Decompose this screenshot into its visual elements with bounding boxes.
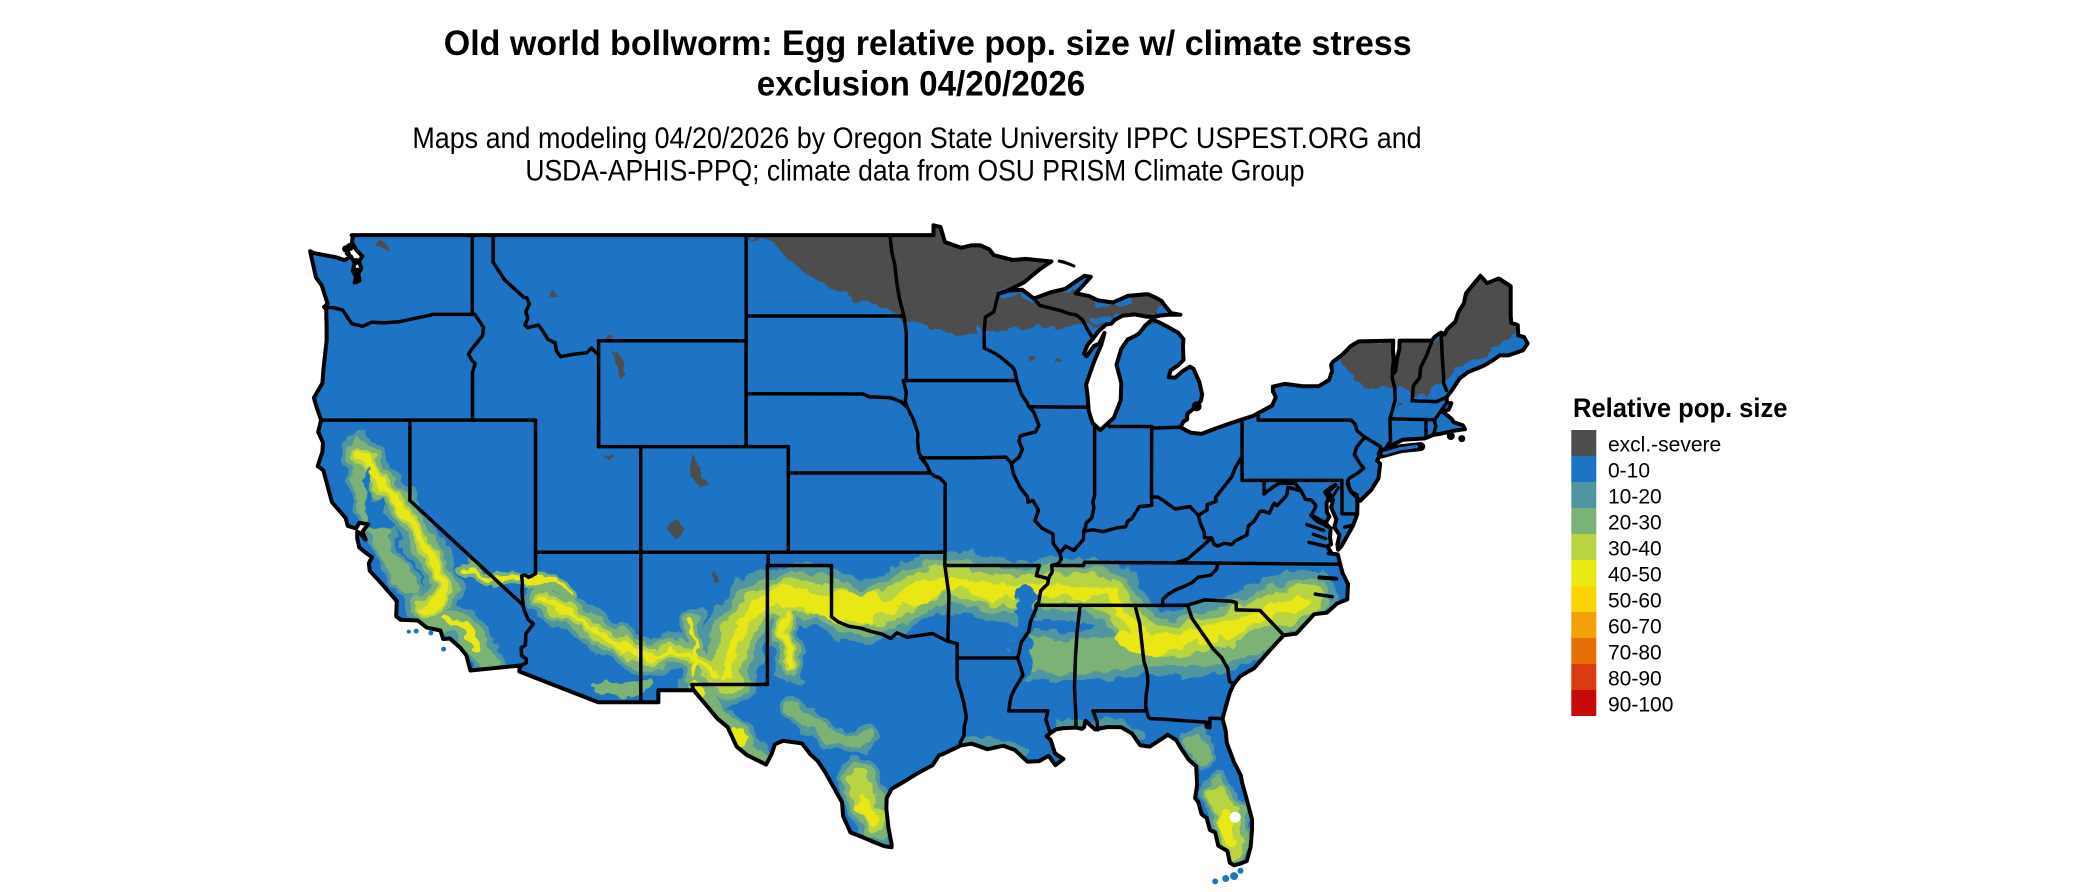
- svg-text:Relative pop. size: Relative pop. size: [1573, 393, 1788, 423]
- svg-text:80-90: 80-90: [1608, 668, 1662, 691]
- svg-text:0-10: 0-10: [1608, 460, 1650, 483]
- svg-text:excl.-severe: excl.-severe: [1608, 434, 1721, 457]
- svg-text:50-60: 50-60: [1608, 590, 1662, 613]
- svg-text:10-20: 10-20: [1608, 486, 1662, 509]
- svg-text:90-100: 90-100: [1608, 694, 1673, 717]
- svg-text:exclusion 04/20/2026: exclusion 04/20/2026: [757, 65, 1086, 104]
- svg-text:30-40: 30-40: [1608, 538, 1662, 561]
- svg-text:20-30: 20-30: [1608, 512, 1662, 535]
- svg-text:60-70: 60-70: [1608, 616, 1662, 639]
- svg-text:Old world bollworm: Egg relati: Old world bollworm: Egg relative pop. si…: [444, 24, 1412, 63]
- svg-text:USDA-APHIS-PPQ; climate data f: USDA-APHIS-PPQ; climate data from OSU PR…: [525, 154, 1304, 187]
- svg-text:Maps and modeling 04/20/2026 b: Maps and modeling 04/20/2026 by Oregon S…: [412, 122, 1421, 155]
- svg-text:70-80: 70-80: [1608, 642, 1662, 665]
- svg-text:40-50: 40-50: [1608, 564, 1662, 587]
